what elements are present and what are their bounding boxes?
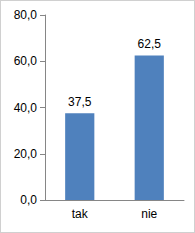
svg-text:62,5: 62,5 [138, 37, 162, 51]
svg-text:40,0: 40,0 [14, 101, 38, 115]
svg-text:20,0: 20,0 [14, 147, 38, 161]
svg-text:60,0: 60,0 [14, 54, 38, 68]
svg-text:37,5: 37,5 [68, 95, 92, 109]
svg-text:80,0: 80,0 [14, 8, 38, 22]
svg-text:tak: tak [72, 207, 89, 221]
svg-text:nie: nie [141, 207, 157, 221]
svg-text:0,0: 0,0 [20, 193, 37, 207]
